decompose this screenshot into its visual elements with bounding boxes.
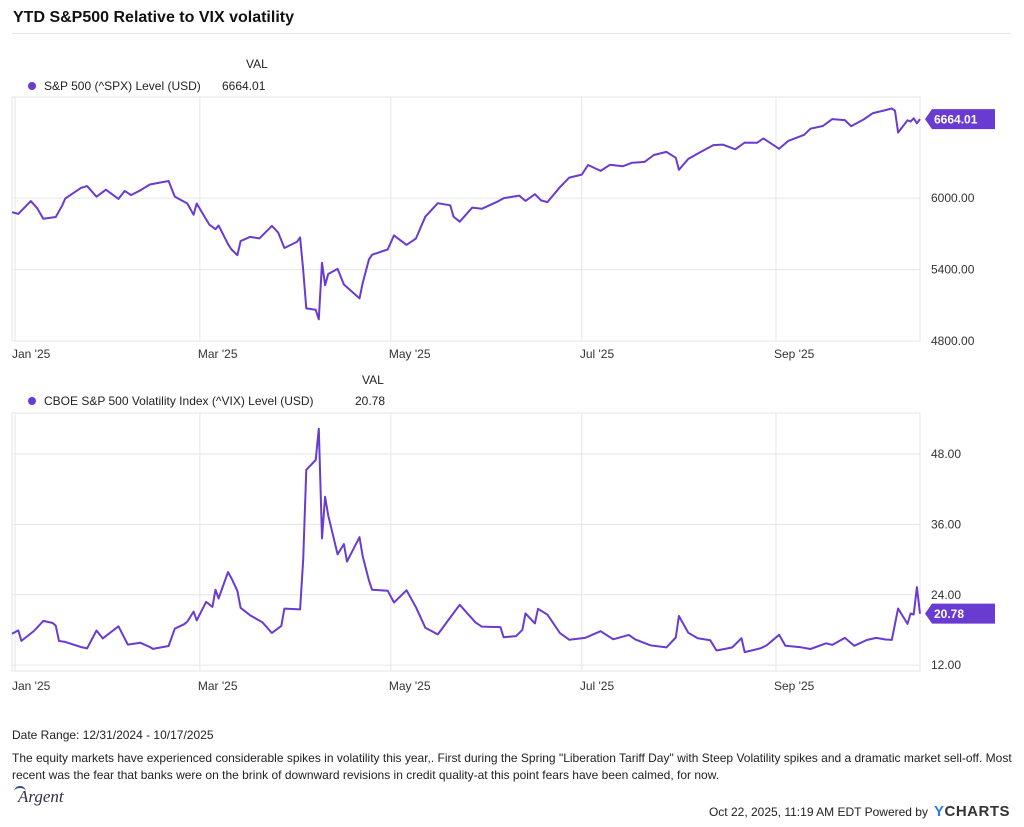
- x-tick-label: Mar '25: [198, 679, 238, 693]
- title-divider: [12, 33, 1010, 34]
- y-tick-label: 12.00: [931, 658, 961, 672]
- y-tick-label: 4800.00: [931, 334, 975, 348]
- legend-dot-icon: [28, 82, 36, 90]
- legend-vix[interactable]: CBOE S&P 500 Volatility Index (^VIX) Lev…: [28, 394, 314, 408]
- legend-value-spx: 6664.01: [222, 79, 265, 93]
- legend-val-spx: 6664.01: [222, 79, 266, 93]
- x-tick-label: May '25: [389, 679, 431, 693]
- chart-panel-1: 12.00 24.00 36.00 48.00 Jan '25 Mar '25 May '2…: [11, 412, 995, 693]
- ycharts-logo[interactable]: YCHARTS: [934, 803, 1010, 820]
- date-range: Date Range: 12/31/2024 - 10/17/2025: [12, 728, 214, 742]
- y-tick-label: 24.00: [931, 588, 961, 602]
- legend-value-vix: 20.78: [355, 394, 385, 408]
- y-tick-label: 48.00: [931, 447, 961, 461]
- x-tick-label: Sep '25: [774, 347, 815, 361]
- last-value-tag: [925, 603, 995, 624]
- legend-spx[interactable]: S&P 500 (^SPX) Level (USD): [28, 79, 201, 93]
- argent-logo: Argent: [18, 787, 64, 806]
- x-tick-label: Mar '25: [198, 347, 238, 361]
- last-value-tag: [925, 109, 995, 130]
- ycharts-y: Y: [933, 803, 945, 820]
- x-tick-label: Jan '25: [12, 347, 51, 361]
- legend-dot-icon: [28, 397, 36, 405]
- footer-note: The equity markets have experienced cons…: [12, 751, 1012, 782]
- x-tick-label: Jul '25: [580, 347, 615, 361]
- x-tick-label: May '25: [389, 347, 431, 361]
- last-value-label: 20.78: [934, 607, 964, 621]
- y-tick-label: 5400.00: [931, 263, 975, 277]
- timestamp: Oct 22, 2025, 11:19 AM EDT Powered by: [708, 804, 928, 819]
- x-tick-label: Jan '25: [12, 679, 51, 693]
- y-tick-label: 36.00: [931, 517, 961, 531]
- legend-label-vix: CBOE S&P 500 Volatility Index (^VIX) Lev…: [44, 394, 314, 408]
- footer-stamp: Oct 22, 2025, 11:19 AM EDT Powered by YC…: [709, 803, 1010, 820]
- plot-frame: [11, 412, 921, 672]
- charts-canvas: 4800.00 5400.00 6000.00 Jan '25 Mar '25 May '…: [11, 96, 995, 693]
- value-header-spx: VAL: [246, 57, 268, 71]
- chart-panel-0: 4800.00 5400.00 6000.00 Jan '25 Mar '25 May '…: [11, 96, 995, 361]
- page-title: YTD S&P500 Relative to VIX volatility: [13, 9, 294, 26]
- y-tick-label: 6000.00: [931, 191, 975, 205]
- series-line: [11, 427, 921, 654]
- argent-logo-icon: [14, 786, 26, 797]
- x-tick-label: Sep '25: [774, 679, 815, 693]
- legend-val-vix: 20.78: [355, 394, 386, 408]
- plot-frame: [11, 96, 921, 342]
- last-value-label: 6664.01: [934, 113, 978, 127]
- x-tick-label: Jul '25: [580, 679, 615, 693]
- series-line: [11, 107, 921, 321]
- legend-label-spx: S&P 500 (^SPX) Level (USD): [44, 79, 201, 93]
- ycharts-rest: CHARTS: [944, 803, 1010, 820]
- value-header-vix: VAL: [362, 373, 384, 387]
